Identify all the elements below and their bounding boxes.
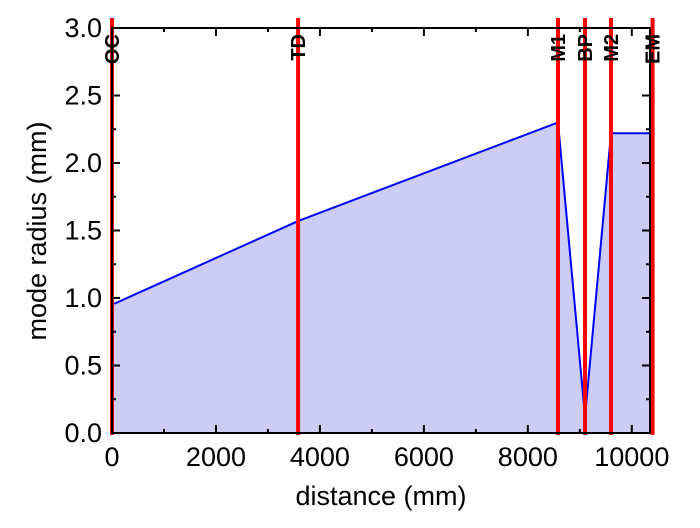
x-tick-label: 10000 [594, 442, 669, 472]
y-tick-label: 1.5 [64, 216, 102, 246]
y-tick-label: 2.0 [64, 148, 102, 178]
y-tick-label: 1.0 [64, 283, 102, 313]
mode-radius-line [111, 121, 653, 417]
y-axis-label: mode radius (mm) [22, 121, 52, 340]
marker-label-m2: M2 [601, 34, 623, 62]
x-tick-label: 2000 [186, 442, 246, 472]
y-tick-label: 3.0 [64, 13, 102, 43]
x-tick-label: 6000 [394, 442, 454, 472]
marker-label-em: EM [643, 34, 665, 64]
marker-label-td: TD [288, 34, 310, 61]
x-tick-label: 4000 [290, 442, 350, 472]
y-tick-label: 0.0 [64, 418, 102, 448]
x-tick-label: 0 [104, 442, 119, 472]
y-tick-label: 0.5 [64, 351, 102, 381]
x-tick-label: 8000 [498, 442, 558, 472]
mode-radius-area [112, 122, 653, 433]
y-tick-label: 2.5 [64, 81, 102, 111]
x-axis-label: distance (mm) [295, 481, 466, 511]
marker-label-bp: BP [575, 34, 597, 62]
marker-label-m1: M1 [548, 34, 570, 62]
